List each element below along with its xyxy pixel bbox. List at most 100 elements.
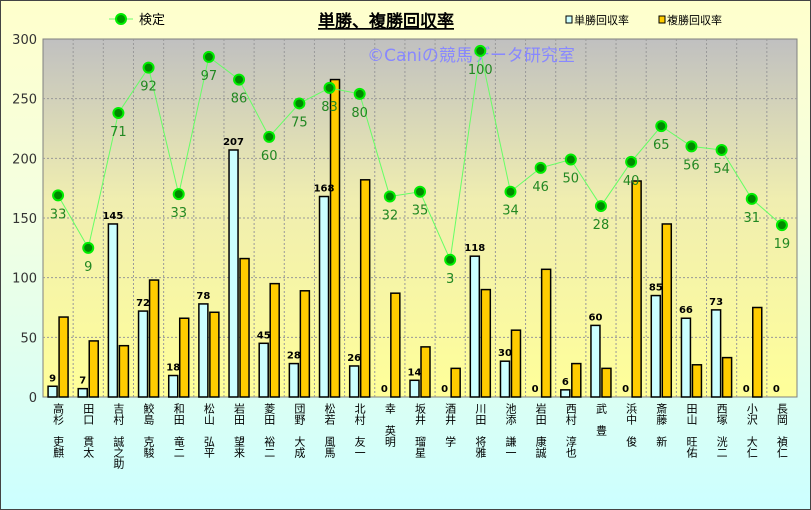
kentei-point bbox=[202, 50, 215, 63]
x-tick-label: 西村 淳也 bbox=[564, 403, 577, 458]
kentei-data-label: 32 bbox=[382, 209, 399, 224]
y-tick-label: 100 bbox=[12, 272, 37, 287]
bar-win bbox=[137, 310, 149, 398]
kentei-point bbox=[142, 61, 155, 74]
y-tick-label: 150 bbox=[12, 212, 37, 227]
bar-place bbox=[148, 279, 160, 398]
kentei-point bbox=[52, 189, 65, 202]
bar-win bbox=[318, 195, 330, 398]
bar-win bbox=[77, 387, 88, 398]
bar-win bbox=[499, 360, 511, 398]
win-data-label: 85 bbox=[649, 283, 663, 294]
kentei-point bbox=[775, 219, 788, 232]
bar-win bbox=[258, 342, 269, 398]
kentei-data-label: 46 bbox=[532, 180, 549, 195]
kentei-data-label: 65 bbox=[653, 138, 670, 153]
legend-label-kentei: 検定 bbox=[139, 13, 165, 28]
kentei-point bbox=[233, 73, 246, 86]
y-tick-label: 0 bbox=[29, 391, 37, 406]
bar-place bbox=[329, 78, 341, 398]
watermark: ©Caniの競馬データ研究室 bbox=[367, 45, 575, 66]
win-data-label: 0 bbox=[532, 384, 539, 395]
x-tick-label: 団野 大成 bbox=[293, 403, 306, 459]
win-data-label: 9 bbox=[49, 373, 56, 384]
kentei-data-label: 3 bbox=[446, 272, 454, 287]
bar-place bbox=[752, 306, 763, 398]
win-data-label: 118 bbox=[464, 243, 485, 254]
bar-place bbox=[178, 317, 190, 398]
win-data-label: 7 bbox=[79, 376, 86, 387]
kentei-data-label: 54 bbox=[713, 162, 730, 177]
kentei-data-label: 56 bbox=[683, 158, 700, 173]
kentei-data-label: 40 bbox=[623, 174, 640, 189]
x-tick-label: 浜中 俊 bbox=[625, 403, 638, 447]
y-tick-label: 50 bbox=[20, 331, 37, 346]
win-data-label: 6 bbox=[562, 377, 569, 388]
kentei-point bbox=[715, 143, 728, 156]
bar-place bbox=[58, 316, 69, 398]
bar-place bbox=[450, 367, 461, 398]
bar-place bbox=[420, 346, 431, 398]
kentei-point bbox=[655, 120, 668, 133]
x-tick-label: 岩田 康誠 bbox=[534, 402, 547, 459]
x-tick-label: 酒井 学 bbox=[444, 403, 457, 447]
kentei-data-label: 71 bbox=[110, 125, 127, 140]
bar-place bbox=[209, 311, 220, 398]
win-data-label: 0 bbox=[441, 384, 448, 395]
bar-place bbox=[661, 223, 673, 398]
kentei-data-label: 97 bbox=[201, 69, 218, 84]
kentei-data-label: 19 bbox=[774, 237, 791, 252]
bar-win bbox=[167, 374, 179, 398]
kentei-point bbox=[263, 130, 276, 143]
x-tick-label: 武 豊 bbox=[594, 403, 607, 436]
bar-place bbox=[631, 180, 642, 398]
kentei-data-label: 75 bbox=[291, 115, 308, 130]
kentei-data-label: 33 bbox=[50, 207, 67, 222]
bar-place bbox=[390, 292, 401, 398]
bar-place bbox=[721, 356, 733, 398]
legend-marker-icon bbox=[115, 13, 127, 25]
bar-win bbox=[348, 365, 360, 398]
kentei-data-label: 60 bbox=[261, 149, 278, 164]
kentei-data-label: 100 bbox=[468, 63, 493, 78]
x-tick-label: 西塚 洸二 bbox=[715, 403, 728, 458]
x-tick-label: 田口 貫太 bbox=[82, 403, 95, 459]
win-data-label: 168 bbox=[314, 184, 335, 195]
kentei-point bbox=[82, 241, 95, 254]
kentei-data-label: 31 bbox=[743, 211, 760, 226]
win-data-label: 66 bbox=[679, 305, 693, 316]
kentei-data-label: 92 bbox=[140, 80, 157, 95]
x-tick-label: 岩田 望来 bbox=[233, 402, 246, 458]
y-tick-label: 200 bbox=[12, 152, 37, 167]
win-data-label: 78 bbox=[196, 291, 210, 302]
kentei-data-label: 86 bbox=[231, 92, 248, 107]
x-tick-label: 川田 将雅 bbox=[474, 403, 487, 458]
kentei-point bbox=[504, 185, 517, 198]
win-data-label: 26 bbox=[347, 353, 361, 364]
legend-label-win: 単勝回収率 bbox=[574, 13, 629, 27]
bar-win bbox=[590, 324, 601, 398]
kentei-data-label: 83 bbox=[321, 100, 338, 115]
x-tick-label: 池添 謙一 bbox=[504, 403, 517, 458]
bar-place bbox=[540, 268, 552, 398]
bar-win bbox=[228, 149, 239, 398]
kentei-point bbox=[474, 44, 487, 57]
win-data-label: 28 bbox=[287, 351, 301, 362]
bar-win bbox=[710, 309, 722, 398]
kentei-point bbox=[564, 153, 577, 166]
x-tick-label: 北村 友一 bbox=[353, 403, 366, 458]
win-data-label: 0 bbox=[743, 384, 750, 395]
kentei-point bbox=[625, 155, 638, 168]
win-data-label: 18 bbox=[166, 363, 180, 374]
kentei-point bbox=[685, 140, 698, 153]
kentei-point bbox=[172, 188, 185, 201]
legend-swatch-place bbox=[658, 15, 666, 24]
bar-win bbox=[650, 294, 662, 398]
legend-label-place: 複勝回収率 bbox=[667, 13, 722, 27]
bar-win bbox=[107, 223, 119, 398]
bar-place bbox=[118, 344, 130, 398]
x-tick-label: 吉村 誠之助 bbox=[112, 403, 125, 470]
kentei-data-label: 28 bbox=[593, 218, 610, 233]
x-tick-label: 和田 竜二 bbox=[172, 403, 185, 458]
win-data-label: 30 bbox=[498, 348, 512, 359]
